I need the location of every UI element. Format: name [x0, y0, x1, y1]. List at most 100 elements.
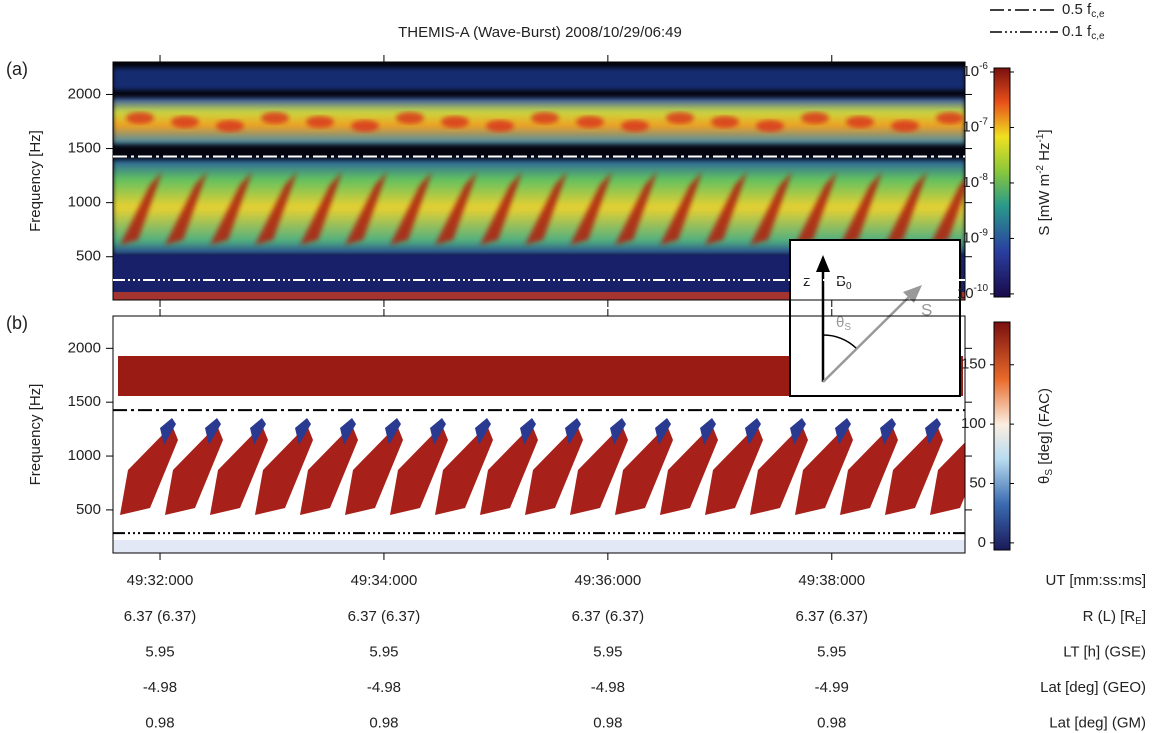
y-tick-label: 1000 [68, 447, 101, 464]
ephemeris-label: UT [mm:ss:ms] [1045, 572, 1146, 589]
ephemeris-value: 6.37 (6.37) [572, 608, 645, 625]
y-tick-label: 1000 [68, 194, 101, 211]
spot [801, 112, 829, 124]
streak [520, 418, 536, 445]
colorbar-tick-label: 0 [978, 534, 986, 551]
spot [441, 116, 469, 128]
colorbar [993, 67, 1011, 298]
text-part: LT [h] (GSE) [1063, 643, 1146, 660]
streak [430, 418, 446, 445]
plot-frame [112, 315, 966, 554]
text-part: -9 [979, 227, 988, 238]
arrow-head [816, 255, 830, 272]
spot [576, 116, 604, 128]
streak [525, 425, 583, 515]
streak [840, 172, 882, 245]
text-part: -10 [974, 283, 989, 294]
spot [486, 120, 514, 132]
y-tick-label: 2000 [68, 339, 101, 356]
arrow-head [903, 285, 922, 303]
text-part: -6 [979, 61, 988, 72]
text-part: R (L) [R [1083, 608, 1136, 625]
spot [531, 112, 559, 124]
text-part: -1 [1035, 133, 1046, 142]
spot [396, 112, 424, 124]
x-tick-label: 49:34:000 [351, 572, 418, 589]
ephemeris-value: 0.98 [593, 714, 622, 731]
ephemeris-value: 0.98 [817, 714, 846, 731]
text-part: -8 [979, 172, 988, 183]
text-part: 10 [957, 285, 974, 302]
angle-arc [822, 334, 857, 349]
colorbar-tick-label: 50 [969, 474, 986, 491]
ephemeris-value: 6.37 (6.37) [795, 608, 868, 625]
ephemeris-value: -4.98 [367, 679, 401, 696]
streak [390, 172, 432, 245]
streak [205, 418, 221, 445]
spot [306, 116, 334, 128]
field-label: B0 [836, 273, 852, 292]
text-part: θ [1036, 476, 1053, 484]
y-tick-label: 1500 [68, 393, 101, 410]
streak [885, 172, 927, 245]
streak [295, 418, 311, 445]
spot [666, 112, 694, 124]
streak [655, 418, 671, 445]
inset-box [789, 239, 961, 397]
spot [891, 120, 919, 132]
text-part: Hz [1036, 143, 1053, 166]
ephemeris-value: 0.98 [145, 714, 174, 731]
streak [480, 425, 538, 515]
text-part: E [1135, 616, 1142, 627]
legend-label: 0.5 fc,e [1062, 1, 1105, 20]
ephemeris-value: 0.98 [369, 714, 398, 731]
text-part: ] [1036, 129, 1053, 133]
streak [210, 425, 268, 515]
streak [120, 425, 178, 515]
colorbar-tick-label: 10-9 [962, 227, 988, 246]
spot [621, 120, 649, 132]
y-tick-label: 500 [76, 248, 101, 265]
panel-label: (a) [6, 59, 28, 79]
colorbar-tick-label: 10-6 [962, 61, 988, 80]
spot [126, 112, 154, 124]
legend-label: 0.1 fc,e [1062, 23, 1105, 42]
spot [261, 112, 289, 124]
ephemeris-value: -4.98 [591, 679, 625, 696]
y-axis-label: Frequency [Hz] [27, 384, 44, 486]
streak [705, 425, 763, 515]
colorbar-label: S [mW m-2 Hz-1] [1035, 129, 1053, 235]
streak [250, 418, 266, 445]
spot [351, 120, 379, 132]
ephemeris-label: Lat [deg] (GM) [1049, 714, 1146, 731]
streak [885, 425, 943, 515]
streak [565, 418, 581, 445]
text-part: 0.1 f [1062, 23, 1092, 40]
colorbar-tick-label: 10-8 [962, 172, 988, 191]
text-part: 10 [962, 63, 979, 80]
streak [660, 172, 702, 245]
y-axis-label: Frequency [Hz] [27, 130, 44, 232]
streak [300, 172, 342, 245]
streak [570, 172, 612, 245]
angle-label: θS [836, 314, 851, 333]
colorbar-tick-label: 100 [961, 415, 986, 432]
streak [700, 418, 716, 445]
streak [840, 425, 898, 515]
streak [385, 418, 401, 445]
streak [615, 425, 673, 515]
text-part: ] [1142, 608, 1146, 625]
streak [795, 172, 837, 245]
spot [171, 116, 199, 128]
streak [255, 172, 297, 245]
streak [705, 172, 747, 245]
text-part: -2 [1035, 165, 1046, 174]
text-part: 0.5 f [1062, 1, 1092, 18]
inset: z B0 θS S [789, 239, 961, 397]
text-part: -7 [979, 116, 988, 127]
ephemeris-value: 6.37 (6.37) [124, 608, 197, 625]
ephemeris-value: -4.98 [143, 679, 177, 696]
panel-label: (b) [6, 313, 28, 333]
ephemeris-value: 6.37 (6.37) [348, 608, 421, 625]
